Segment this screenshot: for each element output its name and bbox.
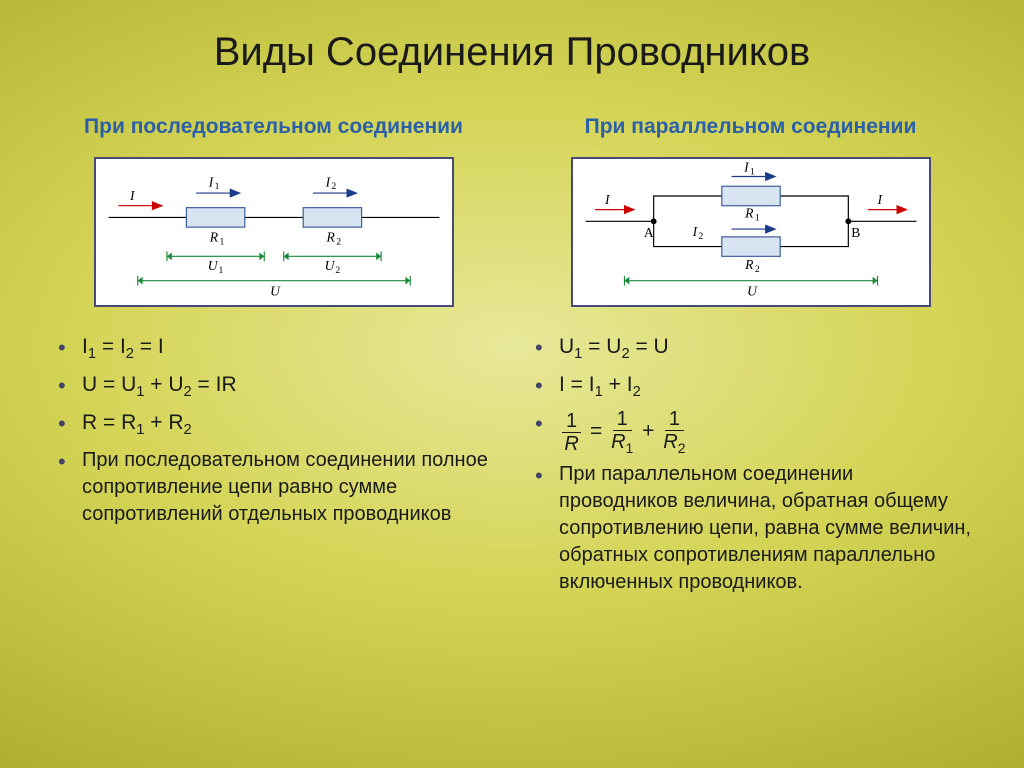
series-eq1: I1 = I2 = I: [58, 333, 497, 365]
series-eq2: U = U1 + U2 = IR: [58, 371, 497, 403]
svg-text:R: R: [325, 230, 335, 245]
svg-text:1: 1: [214, 181, 219, 192]
svg-text:U: U: [324, 258, 335, 273]
parallel-eq3: 1R = 1R1 + 1R2: [535, 409, 974, 455]
svg-text:U: U: [747, 283, 758, 298]
parallel-eq2: I = I1 + I2: [535, 371, 974, 403]
parallel-circuit-svg: A B R1 R2 I: [573, 159, 929, 305]
series-bullets: I1 = I2 = I U = U1 + U2 = IR R = R1 + R2…: [50, 333, 497, 528]
svg-text:R: R: [744, 205, 754, 220]
svg-text:R: R: [744, 257, 754, 272]
parallel-diagram: A B R1 R2 I: [571, 157, 931, 307]
svg-text:B: B: [851, 225, 860, 240]
series-subtitle: При последовательном соединении: [50, 115, 497, 139]
svg-text:2: 2: [335, 265, 340, 276]
parallel-eq1: U1 = U2 = U: [535, 333, 974, 365]
slide-title: Виды Соединения Проводников: [50, 30, 974, 75]
svg-text:1: 1: [750, 167, 755, 178]
series-eq3: R = R1 + R2: [58, 409, 497, 441]
svg-text:2: 2: [754, 264, 759, 275]
svg-text:I: I: [876, 192, 883, 207]
svg-text:I: I: [128, 188, 135, 203]
series-circuit-svg: R1 R2 I I1 I2: [96, 159, 452, 305]
svg-text:2: 2: [331, 181, 336, 192]
svg-text:U: U: [270, 283, 281, 298]
column-parallel: При параллельном соединении A B R1: [527, 115, 974, 602]
svg-text:2: 2: [698, 231, 703, 242]
columns: При последовательном соединении R1 R2 I: [50, 115, 974, 602]
svg-text:1: 1: [218, 265, 223, 276]
series-diagram: R1 R2 I I1 I2: [94, 157, 454, 307]
parallel-desc: При параллельном соединении проводников …: [535, 461, 974, 596]
column-series: При последовательном соединении R1 R2 I: [50, 115, 497, 602]
svg-text:I: I: [604, 192, 611, 207]
svg-text:1: 1: [754, 212, 759, 223]
svg-text:2: 2: [336, 237, 341, 248]
svg-text:A: A: [643, 225, 653, 240]
parallel-bullets: U1 = U2 = U I = I1 + I2 1R = 1R1 + 1R2 П…: [527, 333, 974, 596]
svg-text:1: 1: [219, 237, 224, 248]
svg-text:R: R: [208, 230, 218, 245]
parallel-subtitle: При параллельном соединении: [527, 115, 974, 139]
series-desc: При последовательном соединении полное с…: [58, 447, 497, 528]
svg-text:U: U: [207, 258, 218, 273]
